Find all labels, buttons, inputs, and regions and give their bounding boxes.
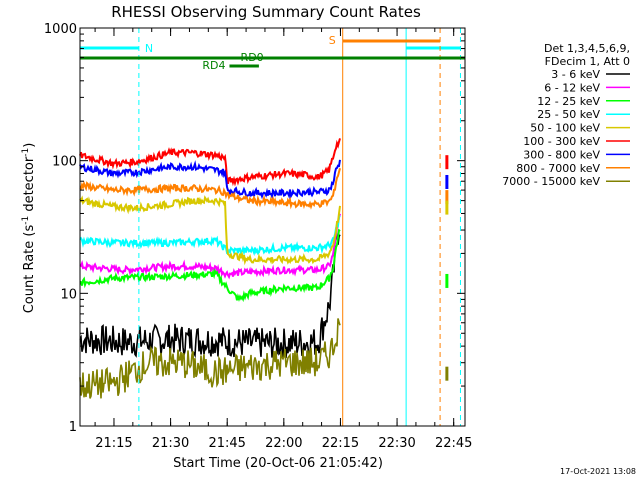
legend-label-100-300-kev: 100 - 300 keV bbox=[523, 135, 600, 148]
series-line-3-6-kev bbox=[79, 230, 341, 360]
y-axis-label-main: Count Rate (s bbox=[22, 225, 37, 314]
x-tick-label-21-30: 21:30 bbox=[152, 436, 189, 451]
y-axis-label-sup1: -1 bbox=[21, 216, 31, 225]
series-line-800-7000-kev bbox=[79, 167, 341, 210]
series-line-50-100-kev bbox=[79, 195, 341, 266]
x-axis-label: Start Time (20-Oct-06 21:05:42) bbox=[173, 456, 383, 471]
x-tick-label-22-30: 22:30 bbox=[378, 436, 415, 451]
legend-label-25-50-kev: 25 - 50 keV bbox=[537, 108, 600, 121]
plot-frame bbox=[79, 27, 466, 427]
y-axis-label: Count Rate (s-1 detector-1) bbox=[21, 143, 37, 314]
y-tick-label-1: 1 bbox=[69, 420, 77, 435]
legend-header-1: Det 1,3,4,5,6,9, bbox=[544, 42, 630, 55]
y-tick-label-1000: 1000 bbox=[44, 22, 77, 37]
legend-label-7000-15000-kev: 7000 - 15000 keV bbox=[502, 175, 600, 188]
y-axis: 1 10 100 1000 bbox=[44, 22, 465, 435]
series-line-12-25-kev bbox=[79, 228, 341, 303]
footer-timestamp: 17-Oct-2021 13:08 bbox=[560, 467, 636, 476]
y-tick-label-10: 10 bbox=[60, 287, 77, 302]
y-axis-label-mid: detector bbox=[22, 156, 37, 216]
x-tick-label-22-45: 22:45 bbox=[435, 436, 472, 451]
legend-label-50-100-kev: 50 - 100 keV bbox=[530, 122, 600, 135]
legend-label-6-12-kev: 6 - 12 keV bbox=[544, 81, 600, 94]
saa-label: S bbox=[329, 34, 336, 47]
y-axis-label-end: ) bbox=[22, 143, 37, 148]
night-label: N bbox=[145, 42, 153, 55]
x-tick-label-21-45: 21:45 bbox=[208, 436, 245, 451]
legend-label-3-6-kev: 3 - 6 keV bbox=[551, 68, 600, 81]
legend-label-12-25-kev: 12 - 25 keV bbox=[537, 95, 600, 108]
y-axis-label-sup2: -1 bbox=[21, 148, 31, 157]
x-tick-label-22-00: 22:00 bbox=[265, 436, 302, 451]
x-tick-label-21-15: 21:15 bbox=[95, 436, 132, 451]
x-axis: 21:15 21:30 21:45 22:00 22:15 22:30 22:45 bbox=[94, 28, 472, 451]
legend: Det 1,3,4,5,6,9, FDecim 1, Att 0 3 - 6 k… bbox=[502, 42, 630, 188]
chart-title: RHESSI Observing Summary Count Rates bbox=[111, 3, 421, 21]
rd4-label: RD4 bbox=[202, 59, 225, 72]
series-line-100-300-kev bbox=[79, 138, 341, 187]
x-tick-label-22-15: 22:15 bbox=[322, 436, 359, 451]
rd0-label: RD0 bbox=[241, 51, 264, 64]
series-line-7000-15000-kev bbox=[79, 318, 341, 399]
legend-label-300-800-kev: 300 - 800 keV bbox=[523, 148, 600, 161]
y-tick-label-100: 100 bbox=[52, 155, 77, 170]
series-line-300-800-kev bbox=[79, 159, 341, 200]
legend-label-800-7000-kev: 800 - 7000 keV bbox=[516, 162, 600, 175]
series-line-25-50-kev bbox=[79, 215, 341, 257]
legend-header-2: FDecim 1, Att 0 bbox=[545, 55, 630, 68]
series-layer bbox=[79, 138, 449, 399]
series-line-6-12-kev bbox=[79, 213, 341, 280]
